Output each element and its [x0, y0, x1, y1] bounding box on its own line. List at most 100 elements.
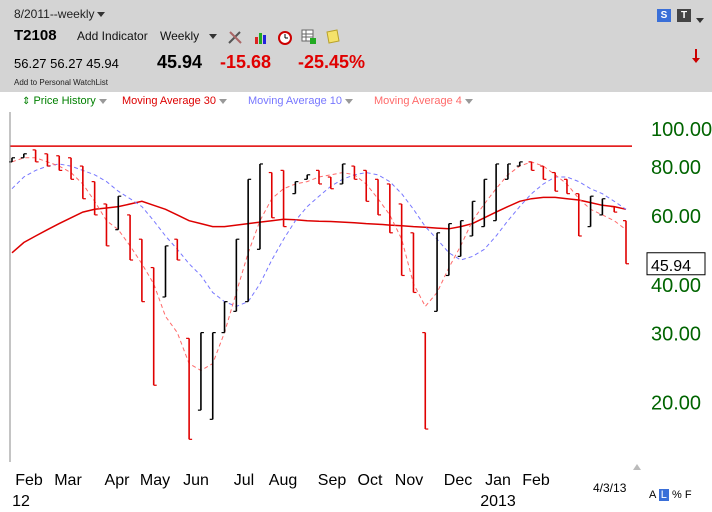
tools-icon[interactable] — [226, 28, 244, 46]
frequency-selector[interactable]: Weekly — [160, 29, 218, 43]
ma30-line — [11, 196, 627, 254]
y-tick-label: 30.00 — [651, 324, 701, 346]
ohlc-bar — [504, 163, 511, 180]
ohlc-bar — [575, 193, 582, 237]
ohlc-bar — [32, 149, 39, 163]
legend-ma10-label: Moving Average 10 — [248, 95, 342, 107]
ohlc-bar — [516, 161, 523, 167]
badge-s[interactable]: S — [657, 9, 671, 22]
legend-ma4-label: Moving Average 4 — [374, 95, 462, 107]
add-indicator-button[interactable]: Add Indicator — [77, 29, 148, 43]
badge-t[interactable]: T — [677, 9, 691, 22]
period-selector[interactable]: 8/2011--weekly — [14, 7, 106, 21]
scale-f[interactable]: F — [684, 489, 692, 501]
x-tick-label: Aug — [269, 472, 297, 489]
last-value-box — [646, 252, 706, 276]
ma4-line — [11, 157, 627, 372]
x-tick-label: Jan — [485, 472, 511, 489]
frequency-label: Weekly — [160, 29, 200, 43]
ohlc-bar — [528, 161, 535, 171]
ohlc-bar — [79, 165, 86, 200]
legend-ma30[interactable]: Moving Average 30 — [122, 95, 227, 107]
scale-percent[interactable]: % — [671, 489, 682, 501]
x-tick-label: Apr — [105, 472, 131, 489]
ohlc-bar — [103, 203, 110, 247]
y-tick-label: 40.00 — [651, 275, 701, 297]
y-tick-label: 80.00 — [651, 157, 701, 179]
quote-values: 56.27 56.27 45.94 — [14, 56, 119, 71]
year-label: 2013 — [480, 493, 516, 510]
period-label: 8/2011--weekly — [14, 7, 95, 21]
ohlc-bar — [445, 223, 452, 277]
y-tick-label: 60.00 — [651, 206, 701, 228]
scale-a[interactable]: A — [649, 489, 656, 501]
ohlc-bar — [56, 155, 63, 171]
scroll-up-arrow-icon[interactable] — [632, 458, 642, 476]
ohlc-bar — [316, 169, 322, 185]
updown-icon: ⇕ — [22, 96, 31, 107]
ohlc-bar — [233, 238, 240, 312]
ohlc-bar — [162, 245, 169, 298]
ohlc-bar — [221, 301, 228, 334]
x-tick-label: Sep — [318, 472, 347, 489]
ohlc-bar — [386, 183, 393, 234]
ohlc-bar — [209, 331, 216, 420]
scale-options: A L % F — [649, 489, 692, 501]
ohlc-bar — [197, 331, 204, 411]
legend-ma4[interactable]: Moving Average 4 — [374, 95, 473, 107]
chevron-down-icon — [209, 34, 218, 40]
ohlc-bar — [280, 169, 287, 228]
x-tick-label: Feb — [15, 472, 43, 489]
x-tick-label: Feb — [522, 472, 550, 489]
add-grid-icon[interactable] — [300, 28, 318, 46]
ohlc-bar — [20, 153, 27, 159]
ohlc-bar — [363, 169, 370, 202]
chevron-down-icon — [98, 98, 107, 104]
ohlc-bar — [351, 165, 358, 180]
chevron-down-icon — [97, 12, 106, 18]
ohlc-bar — [150, 266, 157, 386]
year-label: 12 — [12, 493, 30, 510]
ohlc-bar — [245, 178, 252, 303]
legend-price-history-label: Price History — [33, 95, 96, 107]
x-tick-label: Oct — [358, 472, 383, 489]
ohlc-bar — [540, 165, 547, 180]
legend-price-history[interactable]: ⇕ Price History — [22, 95, 107, 107]
ohlc-bar — [611, 206, 618, 213]
x-tick-label: Mar — [54, 472, 82, 489]
ohlc-bar — [493, 163, 500, 222]
date-stamp: 4/3/13 — [593, 481, 627, 495]
down-arrow-icon — [692, 48, 704, 69]
ohlc-bar — [68, 157, 75, 180]
ohlc-bar — [91, 181, 98, 216]
legend-ma10[interactable]: Moving Average 10 — [248, 95, 353, 107]
ohlc-bar — [398, 203, 405, 277]
ohlc-bar — [481, 178, 488, 228]
ohlc-bar — [339, 163, 346, 185]
price-change: -15.68 — [220, 52, 272, 72]
ohlc-bar — [115, 195, 122, 231]
ohlc-bar — [434, 232, 441, 312]
chevron-down-icon[interactable] — [695, 12, 705, 30]
ohlc-bar — [457, 220, 464, 257]
y-tick-label: 20.00 — [651, 392, 701, 414]
chevron-down-icon — [464, 98, 473, 104]
symbol-label: T2108 — [14, 27, 57, 44]
watchlist-link[interactable]: Add to Personal WatchList — [14, 78, 108, 87]
ohlc-bar — [552, 171, 559, 192]
bar-chart-icon[interactable] — [252, 28, 270, 46]
ohlc-bar — [174, 238, 181, 261]
ma10-line — [11, 163, 627, 307]
ohlc-bar — [327, 176, 334, 190]
alarm-clock-icon[interactable] — [276, 28, 294, 46]
price-chart[interactable]: 100.00 80.00 60.00 40.00 30.00 20.00 45.94 Feb… — [0, 112, 712, 512]
note-icon[interactable] — [324, 28, 342, 46]
scale-l[interactable]: L — [658, 489, 669, 501]
x-tick-label: Nov — [395, 472, 423, 489]
ohlc-bar — [563, 178, 570, 195]
x-tick-label: Dec — [444, 472, 472, 489]
legend-ma30-label: Moving Average 30 — [122, 95, 216, 107]
ohlc-bar — [304, 174, 311, 180]
ohlc-bar — [292, 181, 299, 195]
ohlc-bar — [127, 214, 134, 261]
